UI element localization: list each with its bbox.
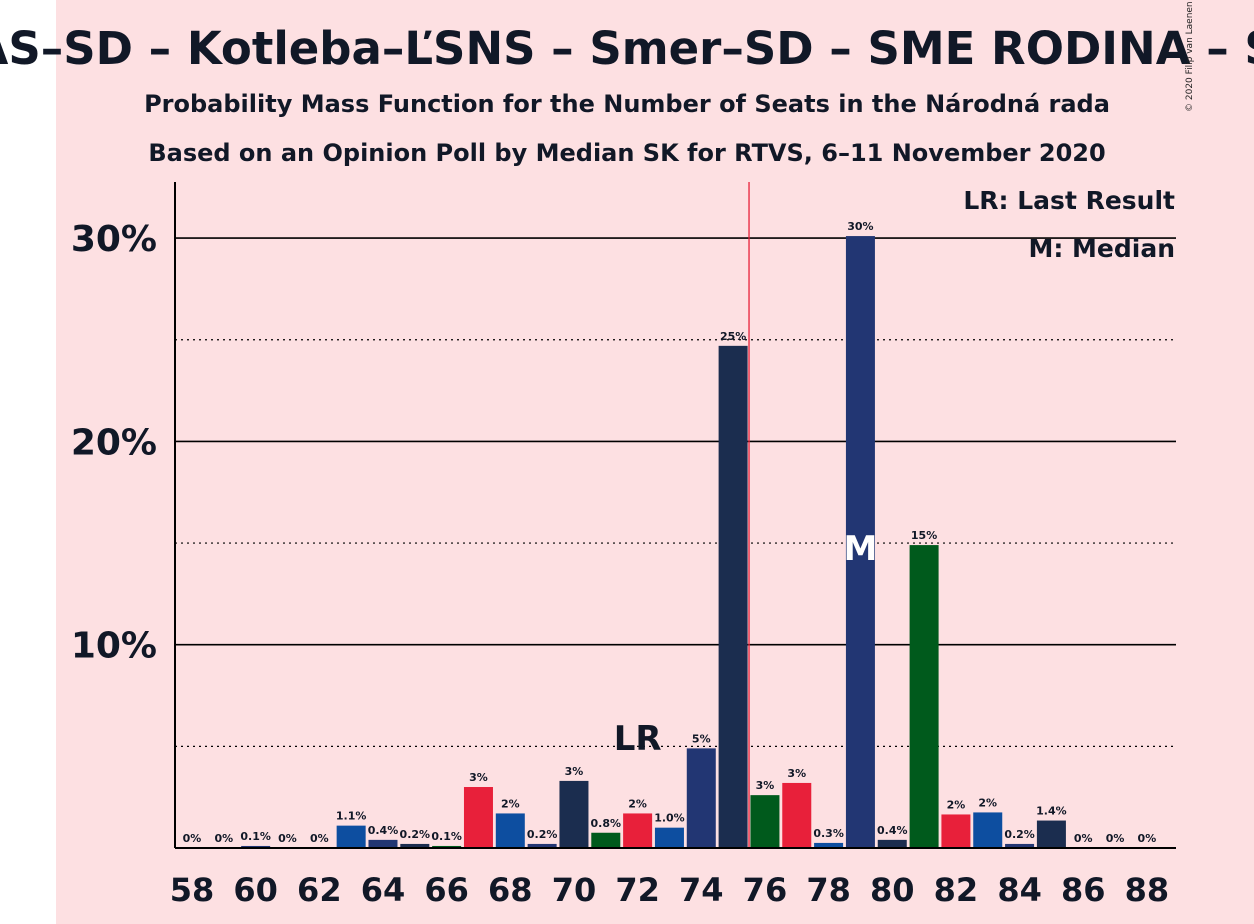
bar-seats-70 bbox=[559, 780, 589, 848]
chart-subtitle-2: Based on an Opinion Poll by Median SK fo… bbox=[148, 139, 1105, 167]
x-tick-label: 66 bbox=[424, 871, 469, 909]
bar-value-label: 15% bbox=[911, 529, 937, 542]
bar-seats-73 bbox=[654, 827, 684, 848]
bar-seats-60 bbox=[241, 845, 271, 848]
bar-seats-66 bbox=[432, 845, 462, 848]
x-tick-label: 58 bbox=[170, 871, 215, 909]
y-tick-label: 20% bbox=[71, 422, 157, 463]
bar-value-label: 0.2% bbox=[527, 828, 558, 841]
x-tick-label: 72 bbox=[615, 871, 660, 909]
bar-value-label: 0.2% bbox=[400, 828, 431, 841]
median-marker: M bbox=[844, 529, 878, 569]
x-tick-label: 74 bbox=[679, 871, 724, 909]
gridlines bbox=[175, 237, 1176, 747]
x-tick-label: 62 bbox=[297, 871, 342, 909]
x-tick-label: 82 bbox=[934, 871, 979, 909]
last-result-marker: LR bbox=[614, 719, 662, 759]
bar-value-label: 0% bbox=[278, 832, 297, 845]
y-tick-label: 10% bbox=[71, 626, 157, 667]
bar-seats-82 bbox=[941, 814, 971, 848]
bar-value-label: 0% bbox=[310, 832, 329, 845]
bar-value-label: 2% bbox=[501, 797, 520, 810]
bar-value-label: 0% bbox=[1106, 832, 1125, 845]
bar-value-label: 0.2% bbox=[1004, 828, 1035, 841]
legend-median: M: Median bbox=[1028, 234, 1175, 263]
y-tick-label: 30% bbox=[71, 219, 157, 260]
axes: 10% 20% 30% 58 60 62 64 66 68 70 72 74 76 78 80 82 84 86 8… bbox=[71, 182, 1176, 909]
bar-labels: 0% 0% 0.1% 0% 0%1.1%0.4% 0.2% 0.1%3%2%0.2%3%0.… bbox=[183, 220, 1157, 845]
bar-seats-81 bbox=[909, 545, 939, 848]
x-tick-label: 70 bbox=[552, 871, 597, 909]
bar-value-label: 2% bbox=[947, 798, 966, 811]
bar-value-label: 0.1% bbox=[240, 830, 271, 843]
bar-value-label: 0.1% bbox=[431, 830, 462, 843]
x-tick-label: 68 bbox=[488, 871, 533, 909]
bar-seats-79 bbox=[845, 236, 875, 848]
bar-value-label: 3% bbox=[756, 779, 775, 792]
bar-seats-77 bbox=[782, 782, 812, 848]
chart-title: HLAS–SD – Kotleba–ĽSNS – Smer–SD – SME R… bbox=[0, 22, 1254, 75]
chart-subtitle-1: Probability Mass Function for the Number… bbox=[144, 90, 1110, 118]
bar-value-label: 30% bbox=[847, 220, 873, 233]
chart-background bbox=[56, 0, 1254, 924]
bar-value-label: 0.8% bbox=[591, 817, 622, 830]
bar-seats-84 bbox=[1005, 843, 1035, 848]
bar-seats-67 bbox=[463, 787, 493, 848]
bar-value-label: 25% bbox=[720, 330, 746, 343]
bar-seats-68 bbox=[495, 813, 525, 848]
bar-seats-63 bbox=[336, 825, 366, 848]
bars bbox=[241, 236, 1066, 848]
bar-value-label: 0.4% bbox=[368, 824, 399, 837]
bar-value-label: 1.1% bbox=[336, 810, 367, 823]
bar-value-label: 1.4% bbox=[1036, 805, 1067, 818]
bar-seats-80 bbox=[877, 839, 907, 848]
copyright-notice: © 2020 Filip van Laenen bbox=[1185, 1, 1195, 112]
bar-seats-71 bbox=[591, 832, 621, 848]
x-tick-label: 88 bbox=[1125, 871, 1170, 909]
bar-seats-78 bbox=[814, 842, 844, 848]
bar-value-label: 2% bbox=[978, 796, 997, 809]
bar-value-label: 3% bbox=[469, 771, 488, 784]
x-tick-label: 64 bbox=[361, 871, 406, 909]
bar-seats-72 bbox=[623, 813, 653, 848]
bar-seats-76 bbox=[750, 795, 780, 848]
x-tick-label: 84 bbox=[997, 871, 1042, 909]
bar-value-label: 0% bbox=[1138, 832, 1157, 845]
x-tick-label: 60 bbox=[233, 871, 278, 909]
legend-last-result: LR: Last Result bbox=[963, 186, 1175, 215]
x-tick-label: 76 bbox=[743, 871, 788, 909]
bar-value-label: 0.4% bbox=[877, 824, 908, 837]
bar-seats-74 bbox=[686, 748, 716, 848]
bar-value-label: 3% bbox=[787, 767, 806, 780]
bar-seats-85 bbox=[1036, 820, 1066, 848]
bar-seats-65 bbox=[400, 843, 430, 848]
x-tick-label: 78 bbox=[806, 871, 851, 909]
bar-value-label: 5% bbox=[692, 732, 711, 745]
bar-value-label: 2% bbox=[628, 797, 647, 810]
bar-seats-75 bbox=[718, 345, 748, 848]
bar-value-label: 0% bbox=[183, 832, 202, 845]
bar-seats-64 bbox=[368, 839, 398, 848]
x-tick-label: 80 bbox=[870, 871, 915, 909]
x-tick-label: 86 bbox=[1061, 871, 1106, 909]
bar-value-label: 0% bbox=[214, 832, 233, 845]
bar-value-label: 1.0% bbox=[654, 812, 685, 825]
bar-value-label: 0% bbox=[1074, 832, 1093, 845]
bar-value-label: 0.3% bbox=[813, 827, 844, 840]
bar-value-label: 3% bbox=[565, 765, 584, 778]
bar-seats-69 bbox=[527, 843, 557, 848]
bar-seats-83 bbox=[973, 812, 1003, 848]
